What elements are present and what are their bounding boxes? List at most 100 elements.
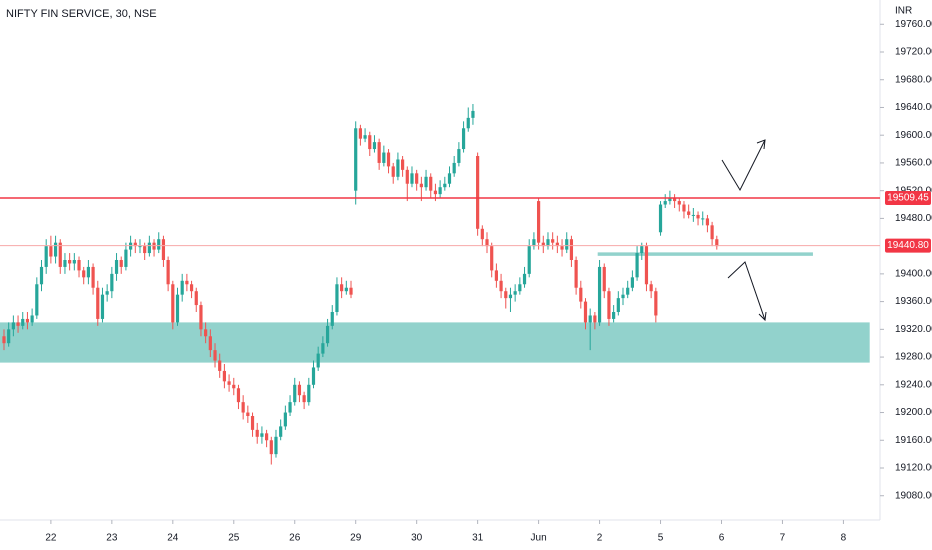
candle-body: [330, 312, 334, 326]
candle-body: [39, 266, 44, 285]
candle-body: [363, 135, 367, 139]
candle-body: [110, 273, 114, 292]
candle-body: [424, 176, 428, 188]
candle-body: [551, 239, 555, 243]
y-tick-label: 19160.00: [895, 435, 932, 446]
candle-body: [687, 211, 691, 215]
x-tick-label: Jun: [531, 533, 547, 544]
candle-body: [138, 246, 142, 248]
candle-body: [705, 218, 710, 226]
x-tick-label: 5: [658, 533, 664, 544]
candle-body: [227, 381, 231, 385]
candle-body: [30, 315, 34, 323]
candle-body: [438, 187, 442, 195]
candle-body: [147, 242, 151, 254]
candle-body: [649, 284, 653, 292]
y-tick-label: 19600.00: [895, 130, 932, 141]
up-arrow: [721, 139, 766, 192]
candle-body: [241, 402, 245, 413]
candle-body: [119, 260, 123, 267]
candle-body: [368, 135, 372, 150]
candle-body: [321, 343, 325, 354]
candle-body: [297, 384, 302, 396]
candle-body: [157, 239, 161, 250]
candle-body: [143, 246, 147, 254]
candle-body: [658, 204, 663, 233]
up-arrow-head: [756, 139, 766, 150]
candle-body: [504, 291, 508, 299]
y-tick-label: 19400.00: [895, 269, 932, 280]
candle-body: [499, 280, 503, 292]
candle-body: [574, 260, 578, 288]
zone: [0, 322, 870, 363]
candle-body: [635, 253, 639, 278]
x-tick-label: 31: [472, 533, 484, 544]
candle-body: [133, 242, 137, 247]
candle-body: [358, 128, 362, 139]
candle-body: [612, 312, 616, 319]
candle-body: [429, 176, 433, 191]
candle-body: [35, 284, 39, 316]
candle-body: [602, 266, 606, 292]
y-tick-label: 19560.00: [895, 158, 932, 169]
y-tick-label: 19760.00: [895, 19, 932, 30]
candle-body: [490, 246, 494, 271]
candle-body: [396, 159, 400, 177]
candle-body: [513, 291, 517, 295]
candle-body: [204, 329, 208, 337]
candle-body: [372, 142, 377, 150]
candle-body: [597, 266, 602, 323]
candle-body: [447, 173, 452, 184]
candle-body: [476, 156, 480, 229]
candle-body: [288, 402, 292, 413]
candle-body: [49, 246, 53, 257]
candle-body: [532, 239, 536, 247]
y-tick-label: 19720.00: [895, 47, 932, 58]
candle-body: [77, 260, 81, 271]
candle-body: [494, 270, 498, 281]
y-tick-label: 19080.00: [895, 490, 932, 501]
candle-body: [344, 287, 348, 292]
candle-body: [349, 287, 353, 295]
candle-body: [44, 246, 48, 267]
candle-body: [485, 239, 489, 247]
candle-body: [161, 239, 166, 260]
candle-body: [82, 270, 86, 278]
candle-body: [180, 280, 184, 295]
candle-body: [307, 384, 311, 403]
candle-body: [452, 162, 456, 174]
candle-body: [410, 173, 414, 184]
candle-body: [401, 159, 405, 170]
candle-body: [96, 287, 100, 319]
candle-body: [105, 291, 109, 295]
candle-body: [311, 367, 316, 385]
candle-body: [471, 110, 475, 118]
y-tick-label: 19360.00: [895, 296, 932, 307]
candle-body: [279, 426, 283, 437]
candle-body: [325, 325, 330, 344]
y-tick-label: 19200.00: [895, 407, 932, 418]
plot: [0, 104, 870, 465]
candle-body: [701, 218, 705, 220]
x-tick-label: 2: [597, 533, 603, 544]
candle-body: [335, 284, 339, 312]
candle-body: [316, 353, 320, 368]
candle-body: [114, 260, 119, 274]
candle-body: [58, 242, 62, 267]
candle-body: [293, 384, 297, 403]
candle-body: [696, 214, 700, 219]
candle-body: [255, 429, 259, 437]
currency: INR: [895, 6, 912, 17]
candle-body: [715, 239, 719, 247]
candle-body: [194, 291, 198, 306]
candle-body: [654, 291, 658, 316]
candle-body: [274, 436, 278, 455]
candle-body: [265, 433, 269, 441]
candle-body: [391, 166, 395, 177]
candle-body: [555, 242, 559, 247]
candle-body: [21, 318, 25, 326]
candle-body: [129, 242, 133, 250]
candle-body: [607, 291, 611, 319]
candle-body: [593, 315, 597, 323]
candle-body: [236, 388, 241, 403]
